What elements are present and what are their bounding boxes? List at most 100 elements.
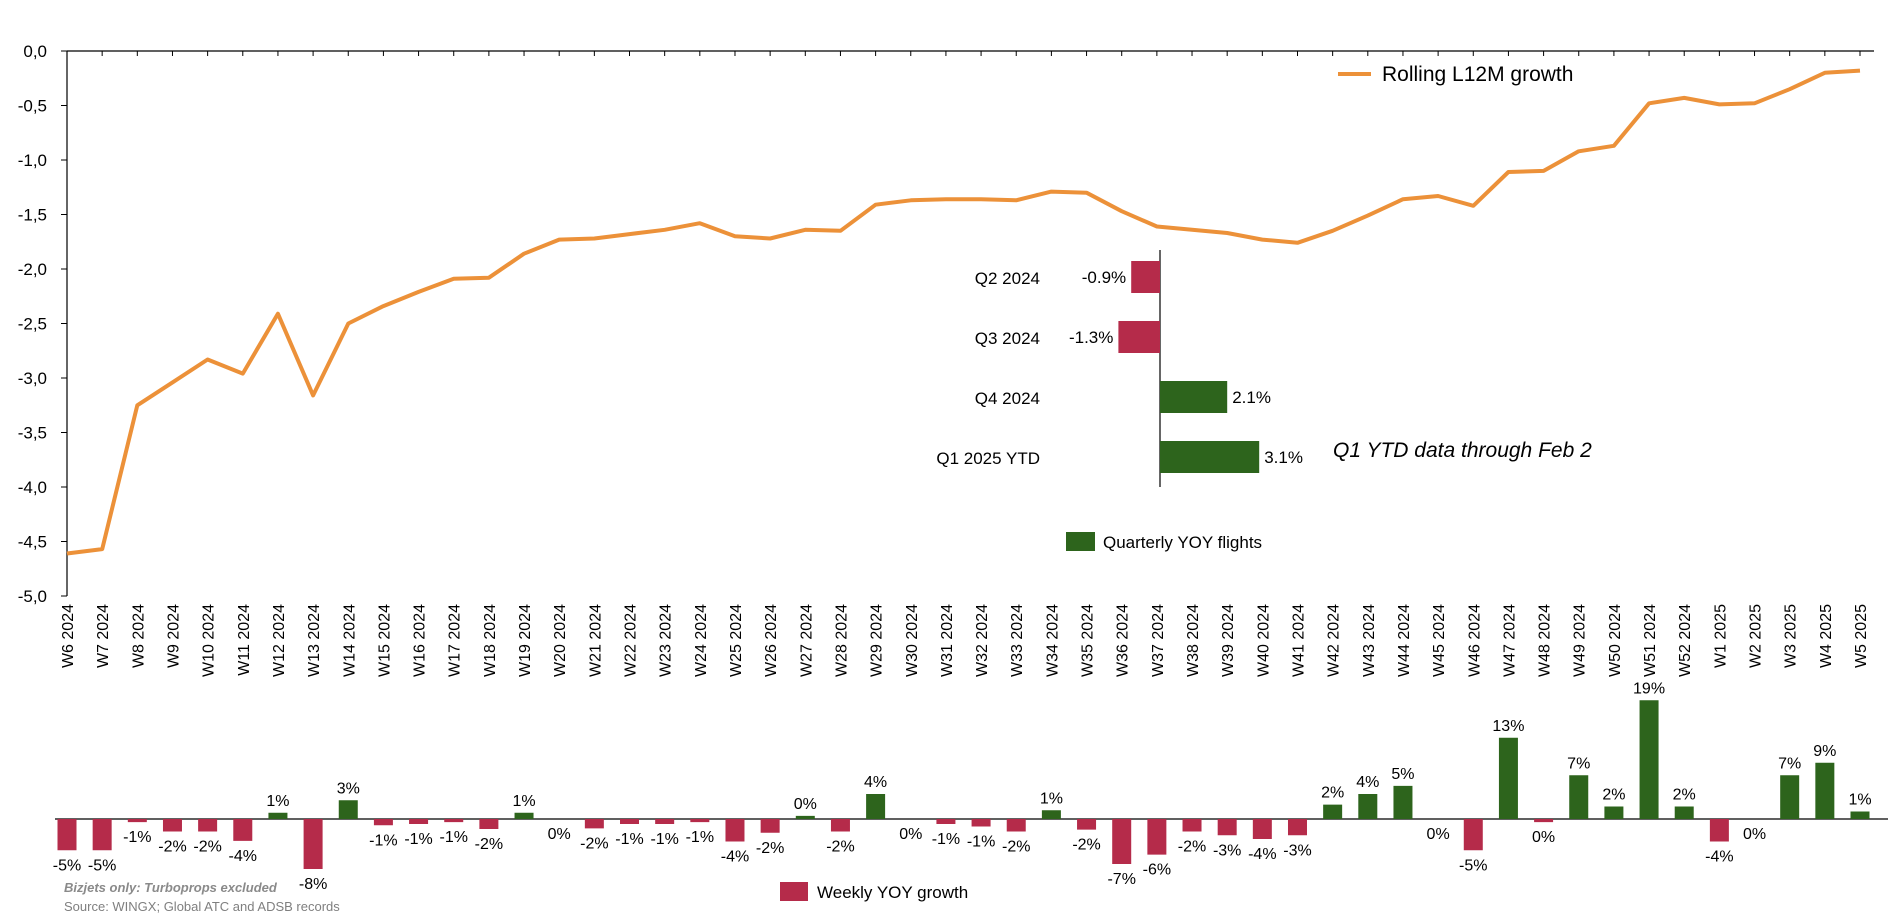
- weekly-value-label: -4%: [1248, 846, 1276, 863]
- x-tick-label: W25 2024: [728, 604, 745, 677]
- x-tick-label: W26 2024: [763, 604, 780, 677]
- weekly-bar: [1147, 819, 1167, 855]
- weekly-bar: [409, 819, 429, 824]
- weekly-bar: [1217, 819, 1237, 836]
- quarterly-yoy-bar-chart: Q2 2024 -0.9% Q3 2024 -1.3% Q4 2024 2.1% Q1 20…: [936, 250, 1592, 552]
- weekly-bar: [1358, 794, 1378, 819]
- x-tick-label: W24 2024: [693, 604, 710, 677]
- y-tick-label: -1,0: [18, 151, 47, 170]
- x-tick-label: W33 2024: [1009, 604, 1026, 677]
- weekly-bar: [1077, 819, 1097, 830]
- weekly-bar: [1006, 819, 1026, 832]
- weekly-value-label: -2%: [580, 835, 608, 852]
- weekly-value-label: -7%: [1107, 871, 1135, 888]
- weekly-bar: [1569, 775, 1589, 819]
- weekly-value-label: 2%: [1673, 787, 1696, 804]
- x-tick-label: W16 2024: [412, 604, 429, 677]
- quarter-bar: [1160, 441, 1260, 473]
- weekly-bar: [1850, 811, 1870, 819]
- quarter-value-label: -0.9%: [1082, 268, 1126, 287]
- x-tick-label: W36 2024: [1115, 604, 1132, 677]
- weekly-yoy-bar-chart: -5% -5% -1% -2% -2% -4% 1% -8% 3% -1% -1% -1% -2% 1% 0…: [53, 680, 1888, 902]
- weekly-value-label: 9%: [1813, 743, 1836, 760]
- weekly-value-label: 1%: [1848, 792, 1871, 809]
- rolling-growth-line: [66, 68, 1861, 556]
- weekly-bar: [57, 819, 77, 851]
- weekly-value-label: -2%: [193, 839, 221, 856]
- quarter-bar: [1118, 321, 1160, 353]
- x-tick-label: W44 2024: [1396, 604, 1413, 677]
- x-tick-label: W35 2024: [1080, 604, 1097, 677]
- y-tick-label: -5,0: [18, 587, 47, 606]
- x-tick-label: W45 2024: [1431, 604, 1448, 677]
- weekly-bar: [830, 819, 850, 832]
- weekly-bar: [1709, 819, 1729, 842]
- weekly-value-label: 0%: [1532, 829, 1555, 846]
- line-legend-label: Rolling L12M growth: [1382, 63, 1573, 86]
- x-tick-label: W19 2024: [517, 604, 534, 677]
- weekly-value-label: -6%: [1143, 862, 1171, 879]
- weekly-value-label: 7%: [1778, 755, 1801, 772]
- weekly-bar: [1604, 806, 1624, 819]
- weekly-bar: [1639, 700, 1659, 819]
- x-tick-label: W29 2024: [869, 604, 886, 677]
- weekly-value-label: -5%: [88, 857, 116, 874]
- weekly-value-label: 0%: [899, 826, 922, 843]
- weekly-bar: [1534, 819, 1554, 823]
- x-axis: W6 2024 W7 2024 W8 2024 W9 2024 W10 2024 W11 …: [60, 51, 1870, 677]
- weekly-bar: [1498, 737, 1518, 819]
- quarter-value-label: 3.1%: [1264, 448, 1303, 467]
- weekly-value-label: 0%: [1427, 826, 1450, 843]
- weekly-value-label: 13%: [1492, 718, 1524, 735]
- x-tick-label: W27 2024: [798, 604, 815, 677]
- weekly-value-label: -2%: [826, 839, 854, 856]
- weekly-bar: [725, 819, 745, 842]
- weekly-value-label: -3%: [1283, 842, 1311, 859]
- weekly-bar: [233, 819, 253, 841]
- weekly-value-label: -3%: [1213, 842, 1241, 859]
- weekly-bar: [795, 815, 815, 819]
- x-tick-label: W47 2024: [1501, 604, 1518, 677]
- quarterly-legend-swatch: [1066, 532, 1095, 551]
- weekly-bar: [1780, 775, 1800, 819]
- line-series-group: [66, 68, 1861, 556]
- footnote: Bizjets only: Turboprops excluded: [64, 880, 277, 895]
- x-tick-label: W13 2024: [306, 604, 323, 677]
- weekly-value-label: 1%: [266, 793, 289, 810]
- weekly-bar: [1182, 819, 1202, 832]
- weekly-bar: [1815, 762, 1835, 819]
- weekly-bar: [866, 794, 886, 819]
- weekly-value-label: -1%: [686, 829, 714, 846]
- weekly-value-label: 0%: [1743, 826, 1766, 843]
- x-tick-label: W6 2024: [60, 604, 77, 668]
- quarter-value-label: -1.3%: [1069, 328, 1113, 347]
- weekly-value-label: -4%: [721, 849, 749, 866]
- weekly-bar: [620, 819, 640, 824]
- weekly-bar: [479, 819, 499, 829]
- x-tick-label: W30 2024: [904, 604, 921, 677]
- weekly-value-label: -5%: [53, 857, 81, 874]
- x-tick-label: W38 2024: [1185, 604, 1202, 677]
- quarterly-legend-label: Quarterly YOY flights: [1103, 533, 1262, 552]
- quarter-value-label: 2.1%: [1232, 388, 1271, 407]
- weekly-value-label: -2%: [475, 836, 503, 853]
- weekly-value-label: -1%: [932, 831, 960, 848]
- x-tick-label: W46 2024: [1466, 604, 1483, 677]
- weekly-legend-label: Weekly YOY growth: [817, 883, 968, 902]
- weekly-bar: [303, 819, 323, 869]
- source-note: Source: WINGX; Global ATC and ADSB recor…: [64, 899, 340, 914]
- weekly-value-label: -2%: [756, 840, 784, 857]
- x-tick-label: W17 2024: [447, 604, 464, 677]
- x-tick-label: W4 2025: [1818, 604, 1835, 668]
- x-tick-label: W10 2024: [201, 604, 218, 677]
- x-tick-label: W3 2025: [1783, 604, 1800, 668]
- weekly-value-label: 4%: [1356, 774, 1379, 791]
- weekly-bar: [1112, 819, 1132, 864]
- x-tick-label: W12 2024: [271, 604, 288, 677]
- weekly-value-label: -1%: [439, 829, 467, 846]
- weekly-value-label: -4%: [229, 848, 257, 865]
- weekly-bar: [514, 812, 534, 819]
- weekly-bar: [1287, 819, 1307, 836]
- quarter-category-label: Q2 2024: [975, 269, 1040, 288]
